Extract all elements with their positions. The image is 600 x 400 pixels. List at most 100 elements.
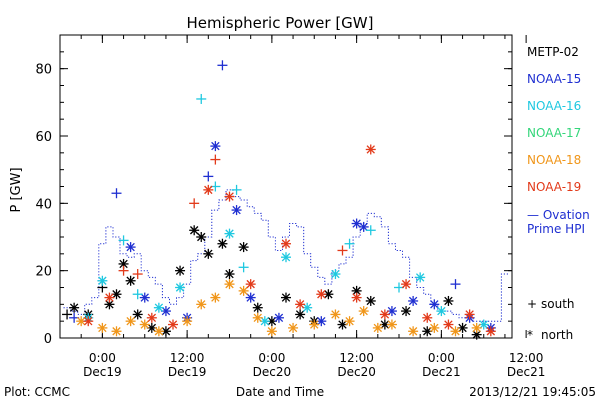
x-tick-date-label: Dec20 — [253, 365, 292, 379]
marker-stroke — [437, 306, 446, 316]
point-noaa-19-north — [443, 319, 454, 330]
point-metp-02-north — [175, 265, 186, 276]
marker-stroke — [239, 242, 248, 252]
point-noaa-16-south — [118, 235, 129, 246]
point-noaa-15-north — [273, 312, 284, 323]
legend: METP-02 NOAA-15 NOAA-16 NOAA-17 NOAA-18 NOAA-… — [527, 45, 590, 342]
point-noaa-15-north — [210, 141, 221, 152]
marker-stroke — [182, 316, 192, 326]
marker-stroke — [317, 316, 326, 326]
y-tick-label: 60 — [35, 130, 52, 145]
marker-stroke — [225, 279, 234, 289]
point-noaa-16-south — [132, 289, 143, 300]
point-noaa-16-south — [344, 238, 355, 249]
point-noaa-19-north — [295, 299, 306, 310]
marker-stroke — [225, 229, 234, 238]
marker-stroke — [76, 316, 86, 326]
point-metp-02-north — [238, 242, 249, 253]
marker-stroke — [472, 330, 481, 339]
point-noaa-18-north — [344, 316, 355, 327]
point-noaa-16-north — [224, 228, 235, 239]
marker-stroke — [430, 300, 439, 309]
x-tick-time-label: 12:00 — [509, 351, 544, 365]
point-metp-02-north — [295, 309, 306, 320]
point-noaa-18-north — [125, 316, 136, 327]
point-noaa-19-north — [203, 184, 214, 195]
point-noaa-18-north — [182, 316, 193, 327]
marker-stroke — [373, 323, 383, 333]
point-metp-02-north — [160, 326, 171, 337]
marker-stroke — [359, 306, 368, 316]
point-noaa-19-north — [401, 279, 412, 290]
marker-stroke — [246, 279, 255, 289]
x-tick-time-label: 0:00 — [89, 351, 116, 365]
point-noaa-18-north — [372, 322, 383, 333]
point-noaa-18-north — [471, 322, 482, 333]
point-noaa-18-north — [252, 312, 263, 323]
x-axis: 0:00Dec1912:00Dec190:00Dec2012:00Dec200:… — [59, 35, 546, 379]
y-axis: 0 20 40 60 80 — [35, 34, 512, 347]
marker-stroke — [444, 296, 453, 306]
point-metp-02-north — [457, 322, 468, 333]
marker-stroke — [175, 283, 185, 292]
marker-stroke — [366, 145, 375, 154]
point-noaa-19-north — [146, 312, 157, 323]
point-metp-02-north — [203, 248, 214, 259]
ovation-legend-label: Prime HPI — [527, 222, 585, 236]
footer-timestamp: 2013/12/21 19:45:05 — [469, 385, 596, 399]
marker-stroke — [267, 316, 277, 326]
point-noaa-19-north — [224, 191, 235, 202]
chart-title: Hemispheric Power [GW] — [187, 14, 374, 32]
point-noaa-19-north — [379, 309, 390, 320]
marker-stroke — [189, 226, 199, 235]
point-metp-02-north — [69, 302, 80, 313]
point-noaa-19-north — [168, 319, 178, 330]
marker-stroke — [408, 296, 418, 306]
plot-frame — [59, 34, 513, 339]
marker-stroke — [302, 303, 312, 312]
point-noaa-15-north — [125, 242, 136, 253]
x-tick-date-label: Dec20 — [337, 365, 376, 379]
point-noaa-19-north — [464, 309, 475, 320]
marker-stroke — [415, 273, 425, 282]
point-noaa-16-south — [365, 225, 376, 236]
point-metp-02-north — [224, 269, 235, 280]
point-noaa-16-north — [436, 306, 447, 317]
legend-entry: NOAA-17 — [527, 126, 581, 140]
point-metp-02-north — [104, 299, 115, 310]
point-noaa-15-south — [111, 188, 122, 199]
marker-stroke — [140, 320, 149, 329]
point-metp-02-north — [146, 322, 157, 333]
x-tick-time-label: 0:00 — [428, 351, 455, 365]
point-noaa-16-north — [281, 252, 291, 263]
point-noaa-18-north — [153, 326, 164, 337]
marker-stroke — [133, 310, 142, 319]
point-noaa-18-north — [210, 292, 221, 303]
point-metp-02-north — [111, 289, 122, 300]
ovation-hpi-path — [63, 189, 509, 322]
marker-stroke — [267, 327, 277, 336]
point-metp-02-north — [132, 309, 143, 320]
legend-entry: NOAA-18 — [527, 153, 581, 167]
point-noaa-19-south — [189, 198, 200, 209]
point-noaa-16-south — [196, 93, 207, 104]
x-tick-time-label: 12:00 — [170, 351, 205, 365]
point-noaa-16-north — [330, 269, 341, 280]
marker-stroke — [380, 320, 390, 329]
ovation-legend-label: — Ovation — [527, 208, 590, 222]
point-noaa-19-north — [316, 289, 327, 300]
point-noaa-19-north — [104, 292, 115, 303]
point-metp-02-north — [196, 232, 207, 242]
point-metp-02-north — [365, 295, 376, 306]
point-noaa-16-south — [231, 184, 242, 195]
point-noaa-16-north — [97, 275, 108, 286]
point-noaa-18-north — [386, 319, 397, 330]
marker-stroke — [253, 303, 262, 312]
x-tick-date-label: Dec21 — [507, 365, 546, 379]
point-noaa-18-north — [266, 326, 277, 337]
marker-stroke — [430, 323, 439, 333]
marker-stroke — [401, 306, 411, 316]
marker-stroke — [147, 313, 157, 323]
legend-entry: NOAA-16 — [527, 99, 581, 113]
